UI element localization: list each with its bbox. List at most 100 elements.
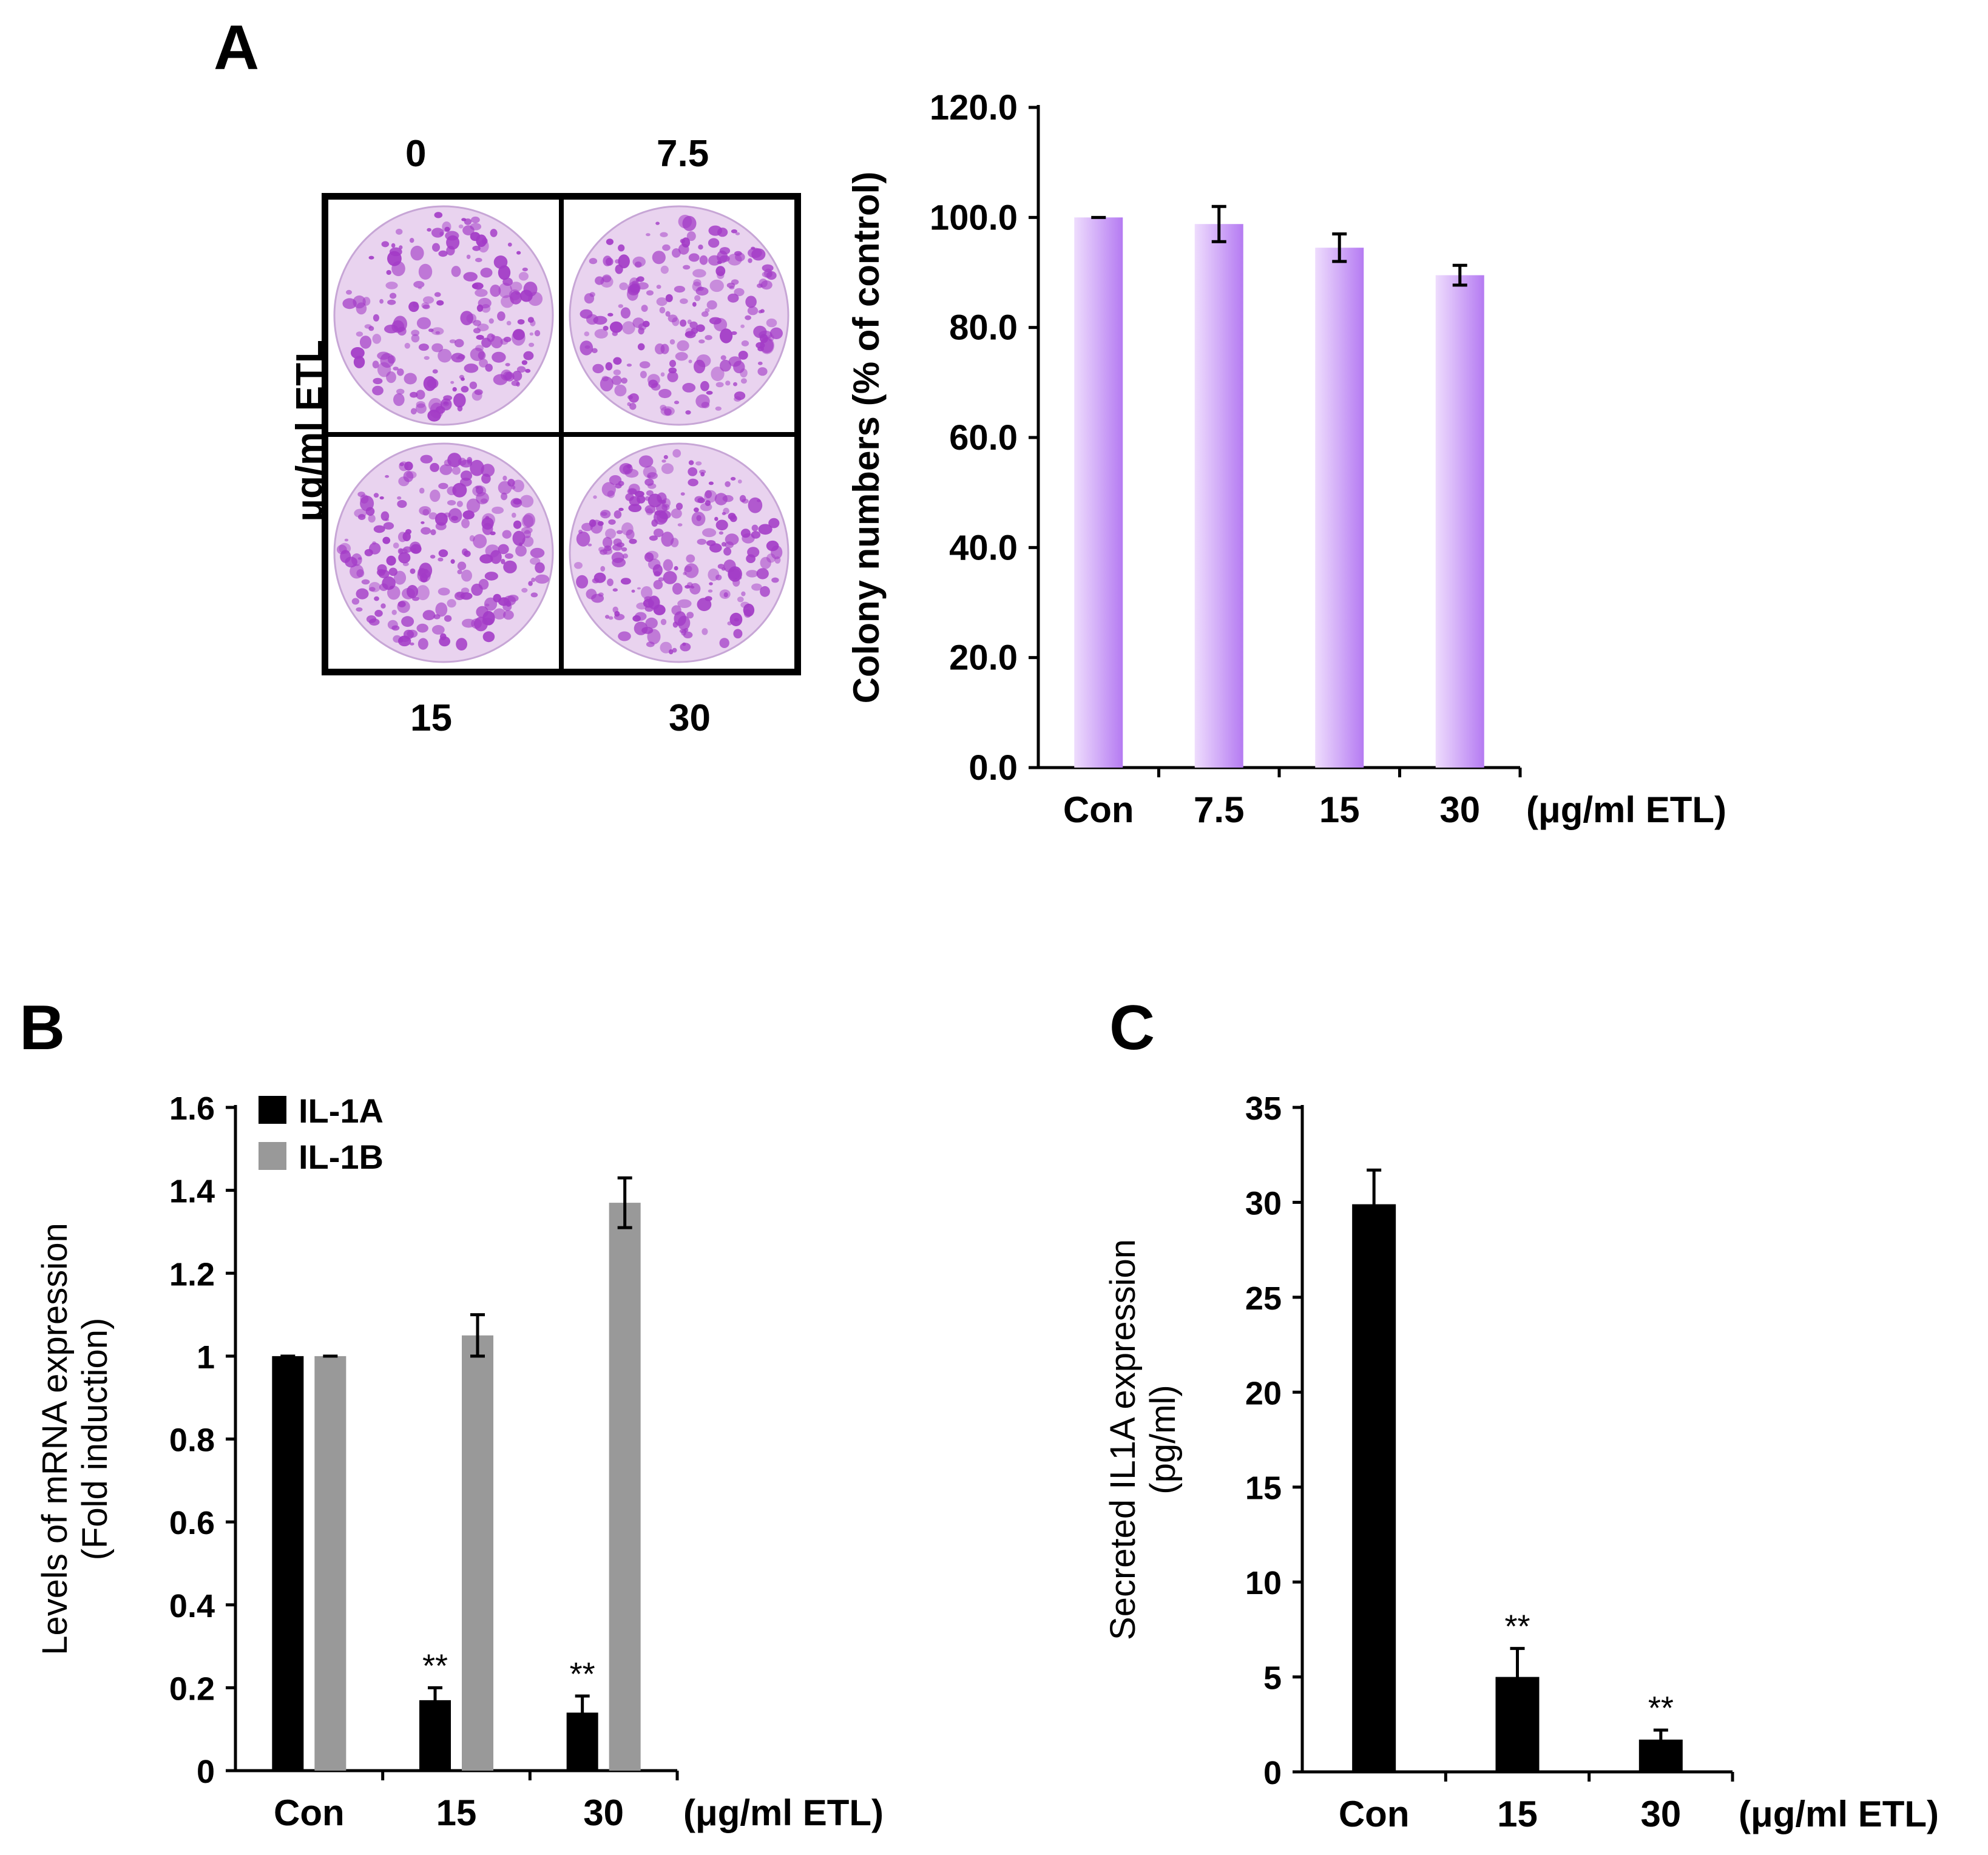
colony — [525, 369, 531, 373]
colony — [476, 485, 484, 495]
colony — [683, 265, 691, 270]
colony — [607, 490, 615, 498]
colony — [497, 311, 505, 322]
colony — [618, 507, 624, 511]
colony — [709, 279, 724, 292]
colony — [472, 282, 484, 290]
colony — [607, 578, 614, 586]
colony — [385, 282, 398, 289]
colony — [641, 305, 648, 313]
colony — [637, 276, 644, 282]
colony — [715, 574, 722, 581]
colony — [698, 339, 705, 344]
colony — [475, 258, 482, 263]
colony — [482, 631, 495, 642]
colony — [699, 469, 706, 474]
colony — [595, 276, 604, 285]
significance-label: ** — [422, 1647, 448, 1684]
colony — [740, 325, 745, 329]
colony — [612, 606, 618, 613]
colony — [699, 255, 708, 265]
colony — [412, 596, 419, 601]
colony — [462, 510, 475, 519]
colony — [480, 268, 493, 278]
plate-dose-label-7-5: 7.5 — [657, 133, 709, 175]
colony — [356, 588, 369, 600]
colony — [720, 360, 731, 372]
colony — [756, 342, 765, 349]
colony — [409, 238, 414, 243]
colony-plate-image — [333, 442, 554, 663]
colony — [733, 382, 737, 387]
colony — [498, 544, 509, 554]
significance-label: ** — [1504, 1609, 1530, 1645]
colony — [404, 343, 410, 349]
colony — [418, 638, 428, 650]
colony — [685, 584, 691, 589]
colony — [644, 505, 656, 514]
colony — [453, 393, 466, 408]
colony — [463, 272, 478, 282]
colony — [447, 486, 457, 495]
colony — [397, 499, 407, 508]
colony — [489, 318, 494, 324]
colony — [629, 496, 641, 506]
colony — [448, 508, 462, 523]
colony — [404, 373, 417, 385]
colony — [764, 268, 773, 279]
significance-label: ** — [1648, 1690, 1674, 1726]
y-axis-label: Colony numbers (% of control) — [846, 172, 887, 704]
colony — [635, 612, 647, 621]
bar — [1194, 224, 1243, 768]
colony — [498, 265, 511, 280]
colony — [416, 584, 430, 600]
colony — [708, 481, 714, 485]
colony — [472, 390, 482, 401]
colony — [383, 522, 394, 530]
colony — [677, 522, 683, 527]
colony — [631, 589, 635, 593]
colony — [660, 372, 665, 377]
colony — [600, 549, 607, 555]
colony — [647, 595, 660, 610]
colony — [589, 519, 597, 527]
x-category-label: 15 — [1497, 1794, 1538, 1834]
colony — [720, 355, 726, 360]
colony — [432, 243, 440, 252]
colony — [641, 586, 653, 599]
panel-c-label: C — [1109, 993, 1155, 1063]
colony — [660, 641, 672, 654]
colony — [600, 509, 611, 519]
colony — [682, 216, 697, 232]
y-tick-label: 1.2 — [169, 1256, 215, 1292]
colony — [646, 290, 654, 296]
colony — [705, 499, 711, 506]
colony — [709, 582, 713, 586]
colony — [628, 504, 642, 512]
colony — [692, 269, 706, 278]
colony — [443, 395, 452, 401]
colony — [628, 483, 640, 495]
colony — [665, 311, 671, 317]
y-axis-label-units: (pg/ml) — [1143, 1385, 1183, 1494]
colony-plate-0 — [326, 197, 561, 434]
colony — [474, 389, 483, 396]
colony — [660, 232, 668, 238]
colony — [479, 553, 493, 564]
colony — [624, 468, 639, 478]
colony — [719, 637, 729, 648]
colony — [393, 393, 405, 407]
colony — [369, 618, 380, 626]
colony — [680, 642, 691, 652]
colony — [598, 546, 605, 552]
colony — [741, 340, 749, 347]
colony — [458, 225, 464, 229]
colony — [694, 496, 704, 503]
colony — [747, 306, 759, 316]
colony — [531, 577, 536, 583]
colony — [398, 552, 411, 564]
colony — [727, 293, 739, 303]
colony — [649, 535, 658, 541]
y-tick-label: 0.6 — [169, 1505, 215, 1541]
colony — [485, 603, 490, 607]
